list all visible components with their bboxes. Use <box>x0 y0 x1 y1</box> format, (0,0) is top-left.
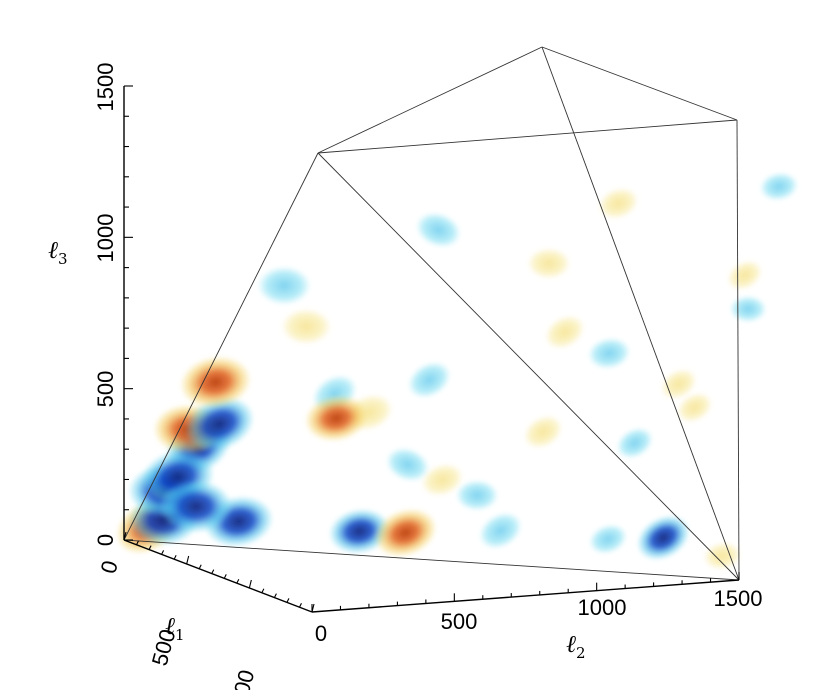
domain-wireframe <box>123 46 740 581</box>
y-tick-label-1000: 1000 <box>578 595 627 620</box>
edge-upper-back <box>317 119 738 154</box>
x-tick-200 <box>148 545 152 550</box>
negative-lobe <box>258 267 310 304</box>
negative-lobe <box>480 513 521 549</box>
x-tick-1000 <box>248 579 252 589</box>
x-tick-100 <box>136 540 140 546</box>
x-tick-900 <box>236 578 240 584</box>
negative-lobe <box>387 448 429 481</box>
negative-lobe <box>185 397 254 451</box>
z-tick-label-0: 0 <box>93 534 118 546</box>
positive-lobe <box>704 542 741 570</box>
x-axis-title: ℓ1 <box>165 612 185 644</box>
negative-lobe <box>589 524 627 554</box>
x-tick-600 <box>198 564 202 570</box>
x-tick-label-0: 0 <box>96 558 123 576</box>
positive-lobe <box>528 248 570 279</box>
x-tick-300 <box>161 550 165 555</box>
negative-lobe <box>330 509 389 553</box>
y-tick-label-500: 500 <box>441 609 478 634</box>
positive-lobe <box>524 416 562 448</box>
z-tick-label-1000: 1000 <box>93 214 118 263</box>
z-tick-label-500: 500 <box>93 371 118 408</box>
x-tick-0 <box>123 531 127 541</box>
positive-lobe <box>422 464 463 496</box>
x-tick-1100 <box>261 588 265 594</box>
x-tick-1300 <box>286 598 290 603</box>
positive-lobe <box>727 260 762 290</box>
positive-lobe <box>375 509 436 557</box>
negative-lobe <box>617 428 653 458</box>
y-axis-line <box>311 579 740 613</box>
axes <box>123 85 740 613</box>
edge-bottom <box>123 539 740 581</box>
x-axis-line <box>123 539 313 613</box>
edge-front-left <box>123 152 319 541</box>
positive-lobe <box>661 369 696 399</box>
x-tick-800 <box>223 574 227 579</box>
y-tick-label-0: 0 <box>315 621 327 646</box>
positive-lobe <box>282 309 331 344</box>
tick-marks <box>123 85 740 613</box>
x-tick-1200 <box>273 593 277 598</box>
x-tick-500 <box>186 555 190 565</box>
positive-lobe <box>545 315 584 349</box>
negative-lobe <box>730 296 766 322</box>
z-axis-title: ℓ3 <box>48 236 68 268</box>
positive-lobe <box>599 188 638 219</box>
z-tick-label-1500: 1500 <box>93 63 118 112</box>
x-tick-1400 <box>298 602 302 608</box>
negative-lobe <box>760 173 798 200</box>
positive-lobe <box>181 356 251 408</box>
negative-lobe <box>416 213 460 247</box>
negative-lobe <box>408 362 450 398</box>
x-tick-700 <box>211 569 215 574</box>
edge-apex-diagonal <box>541 46 740 581</box>
negative-lobe <box>637 516 689 560</box>
edge-top-left <box>317 46 543 154</box>
negative-lobe <box>456 480 498 510</box>
negative-lobe <box>160 481 232 532</box>
edge-right-vertical <box>736 119 740 581</box>
isosurface-layer <box>116 173 798 570</box>
x-tick-400 <box>173 554 177 560</box>
x-tick-label-1000: 1000 <box>223 667 260 690</box>
y-tick-label-1500: 1500 <box>714 586 763 611</box>
negative-lobe <box>589 338 630 369</box>
edge-diagonal <box>317 152 740 581</box>
edge-top-right <box>541 46 738 121</box>
y-axis-title: ℓ2 <box>566 630 586 662</box>
positive-lobe <box>305 395 368 441</box>
positive-lobe <box>677 393 712 422</box>
